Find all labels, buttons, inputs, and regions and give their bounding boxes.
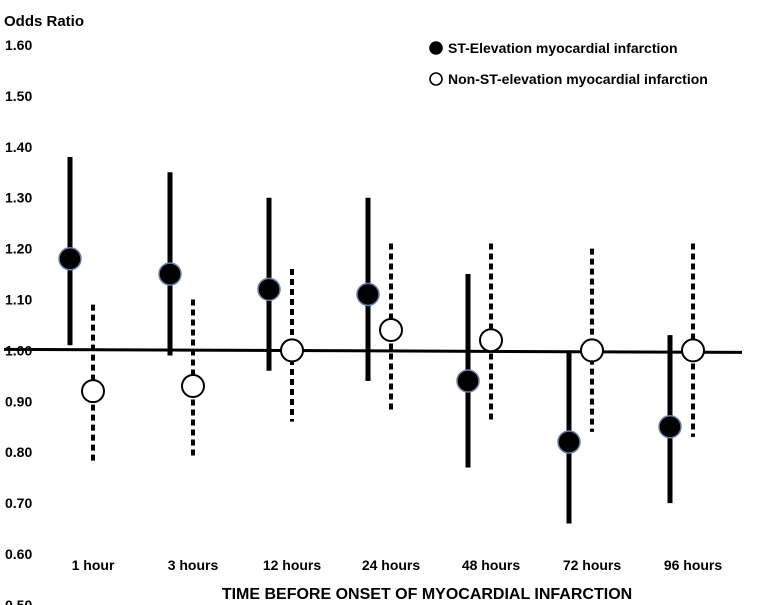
y-tick-label: 0.50 <box>5 597 32 605</box>
stemi-point <box>456 369 480 393</box>
stemi-point <box>356 282 380 307</box>
x-tick-label: 12 hours <box>263 557 322 573</box>
stemi-point <box>658 415 682 439</box>
nstemi-point <box>580 338 604 363</box>
y-tick-label: 0.80 <box>5 444 32 460</box>
point-estimate-markers <box>58 247 705 454</box>
stemi-point <box>257 277 281 302</box>
x-axis-label: TIME BEFORE ONSET OF MYOCARDIAL INFARCTI… <box>222 586 632 603</box>
stemi-point <box>557 430 581 454</box>
x-tick-label: 72 hours <box>563 557 622 573</box>
y-tick-label: 1.30 <box>5 190 32 206</box>
nstemi-point <box>681 338 705 363</box>
legend: ST-Elevation myocardial infarction Non-ST… <box>429 40 708 87</box>
nstemi-point <box>181 374 205 399</box>
y-tick-labels: 1.601.501.401.301.201.101.000.900.800.70… <box>5 37 32 605</box>
y-tick-label: 1.50 <box>5 88 32 104</box>
y-tick-label: 1.60 <box>5 37 32 53</box>
nstemi-point <box>81 379 105 404</box>
x-tick-label: 3 hours <box>168 557 219 573</box>
y-tick-label: 0.70 <box>5 495 32 511</box>
nstemi-point <box>280 338 304 363</box>
legend-label: Non-ST-elevation myocardial infarction <box>448 71 708 87</box>
y-tick-label: 0.60 <box>5 546 32 562</box>
legend-label: ST-Elevation myocardial infarction <box>448 40 678 56</box>
x-tick-label: 48 hours <box>462 557 521 573</box>
x-tick-label: 96 hours <box>664 557 723 573</box>
nstemi-point <box>479 328 503 353</box>
legend-stemi-marker <box>429 41 443 55</box>
y-tick-label: 0.90 <box>5 393 32 409</box>
legend-nstemi-marker <box>429 72 443 86</box>
stemi-point <box>158 262 182 286</box>
nstemi-point <box>379 318 403 343</box>
x-tick-label: 24 hours <box>362 557 421 573</box>
y-tick-label: 1.40 <box>5 139 32 155</box>
y-tick-label: 1.20 <box>5 241 32 257</box>
reference-line <box>3 347 743 354</box>
confidence-interval-bars <box>67 156 695 524</box>
x-tick-label: 1 hour <box>72 557 115 573</box>
x-tick-labels: 1 hour 3 hours 12 hours 24 hours 48 hours 72 … <box>72 557 723 573</box>
y-tick-label: 1.10 <box>5 292 32 308</box>
stemi-point <box>58 247 82 271</box>
y-axis-label: Odds Ratio <box>4 13 84 30</box>
